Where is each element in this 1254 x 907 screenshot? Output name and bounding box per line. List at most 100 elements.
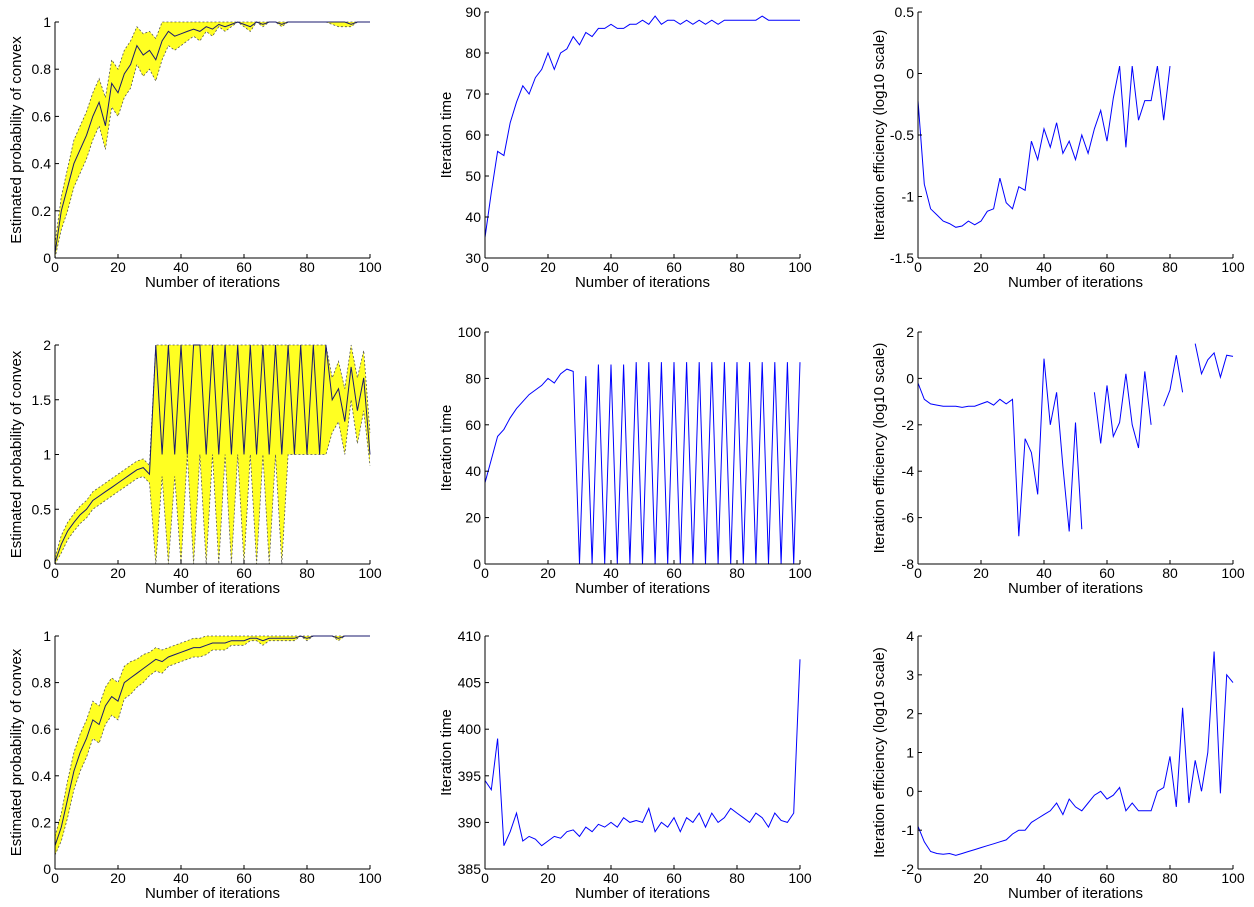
y-axis-label: Iteration efficiency (log10 scale) xyxy=(871,343,888,554)
y-tick-label: -4 xyxy=(902,463,915,479)
chart-panel-r3c1: 0 20 40 60 80 100 0 0.2 0.4 0.6 0.8 1 Number of iter… xyxy=(8,628,382,902)
y-tick-label: 0 xyxy=(906,370,914,386)
x-tick-label: 60 xyxy=(1099,259,1115,275)
series-line-segment xyxy=(484,659,801,847)
series-line-segment xyxy=(1194,343,1234,380)
y-tick-label: 410 xyxy=(458,628,482,644)
x-tick-label: 60 xyxy=(236,565,252,581)
y-tick-label: 0 xyxy=(473,556,481,572)
y-tick-label: -2 xyxy=(902,417,915,433)
x-axis-label: Number of iterations xyxy=(575,885,710,902)
chart-panel-r3c2: 0 20 40 60 80 100 385 390 395 400 405 410 Number of … xyxy=(438,628,812,902)
x-tick-label: 40 xyxy=(603,565,619,581)
band-upper-bound xyxy=(54,344,371,558)
x-tick-label: 40 xyxy=(1036,259,1052,275)
y-tick-label: 50 xyxy=(465,168,481,184)
x-tick-label: 80 xyxy=(729,259,745,275)
series-line-segment xyxy=(917,66,1171,228)
y-tick-label: 30 xyxy=(465,250,481,266)
x-tick-label: 40 xyxy=(173,565,189,581)
x-tick-label: 40 xyxy=(1036,565,1052,581)
y-tick-label: 405 xyxy=(458,675,482,691)
y-tick-label: 0.2 xyxy=(32,814,52,830)
x-tick-label: 40 xyxy=(603,870,619,886)
series-line-segment xyxy=(54,635,370,846)
y-tick-label: 100 xyxy=(458,324,482,340)
x-axis-label: Number of iterations xyxy=(1008,580,1143,597)
x-tick-label: 60 xyxy=(236,870,252,886)
y-tick-label: 40 xyxy=(465,463,481,479)
y-axis-label: Estimated probability of convex xyxy=(8,648,25,856)
y-tick-label: 0.5 xyxy=(895,4,915,20)
y-tick-label: 0.2 xyxy=(32,203,52,219)
y-axis-label: Estimated probability of convex xyxy=(8,36,25,244)
x-tick-label: 80 xyxy=(1162,565,1178,581)
y-tick-label: -1 xyxy=(902,189,915,205)
x-tick-label: 20 xyxy=(973,259,989,275)
x-tick-label: 0 xyxy=(481,565,489,581)
y-tick-label: 0.4 xyxy=(32,156,52,172)
x-tick-label: 80 xyxy=(299,565,315,581)
x-tick-label: 40 xyxy=(1036,870,1052,886)
y-axis-label: Iteration time xyxy=(438,405,455,492)
x-tick-label: 80 xyxy=(299,870,315,886)
y-tick-label: 2 xyxy=(43,337,51,353)
y-tick-label: 0.5 xyxy=(32,501,52,517)
band-lower-bound xyxy=(54,399,371,565)
series-line-segment xyxy=(54,344,371,562)
y-tick-label: 80 xyxy=(465,370,481,386)
chart-panel-r2c1: 0 20 40 60 80 100 0 0.5 1 1.5 2 Number of iteration… xyxy=(8,337,382,597)
x-tick-label: 20 xyxy=(973,565,989,581)
x-axis-label: Number of iterations xyxy=(145,885,280,902)
x-tick-label: 100 xyxy=(788,259,812,275)
x-tick-label: 80 xyxy=(299,259,315,275)
x-tick-label: 100 xyxy=(1221,259,1245,275)
x-tick-label: 100 xyxy=(788,565,812,581)
x-tick-label: 100 xyxy=(358,565,382,581)
x-tick-label: 60 xyxy=(236,259,252,275)
x-tick-label: 60 xyxy=(666,565,682,581)
y-tick-label: 0.8 xyxy=(32,61,52,77)
y-tick-label: 0.6 xyxy=(32,721,52,737)
chart-panel-r2c2: 0 20 40 60 80 100 0 20 40 60 80 100 Number of iterat… xyxy=(438,324,812,597)
y-tick-label: 60 xyxy=(465,127,481,143)
x-axis-label: Number of iterations xyxy=(575,580,710,597)
x-tick-label: 20 xyxy=(110,259,126,275)
chart-panel-r3c3: 0 20 40 60 80 100 -2 -1 0 1 2 3 4 Number of iteration… xyxy=(871,628,1245,902)
chart-panel-r1c1: 0 20 40 60 80 100 0 0.2 0.4 0.6 0.8 1 Number of iter… xyxy=(8,14,382,291)
y-tick-label: 1 xyxy=(906,745,914,761)
y-tick-label: 40 xyxy=(465,209,481,225)
x-tick-label: 40 xyxy=(603,259,619,275)
y-tick-label: 1 xyxy=(43,14,51,30)
series-line-segment xyxy=(1093,371,1152,449)
x-tick-label: 20 xyxy=(540,565,556,581)
x-tick-label: 0 xyxy=(914,565,922,581)
x-tick-label: 80 xyxy=(1162,259,1178,275)
y-tick-label: 3 xyxy=(906,667,914,683)
series-line-segment xyxy=(54,21,370,254)
x-tick-label: 100 xyxy=(1221,565,1245,581)
x-tick-label: 20 xyxy=(110,565,126,581)
y-tick-label: 2 xyxy=(906,324,914,340)
y-tick-label: 70 xyxy=(465,86,481,102)
y-tick-label: 400 xyxy=(458,721,482,737)
y-tick-label: 0 xyxy=(43,861,51,877)
series-line-segment xyxy=(1163,355,1184,407)
x-tick-label: 80 xyxy=(729,565,745,581)
y-tick-label: 0 xyxy=(906,783,914,799)
y-tick-label: 0.6 xyxy=(32,108,52,124)
band-upper-bound xyxy=(54,21,370,244)
y-axis-label: Iteration efficiency (log10 scale) xyxy=(871,30,888,241)
x-tick-label: 60 xyxy=(1099,870,1115,886)
x-tick-label: 100 xyxy=(358,870,382,886)
y-axis-label: Estimated probability of convex xyxy=(8,350,25,558)
x-tick-label: 0 xyxy=(914,259,922,275)
y-tick-label: 90 xyxy=(465,4,481,20)
band-upper-bound xyxy=(54,635,370,837)
x-tick-label: 60 xyxy=(666,870,682,886)
x-tick-label: 0 xyxy=(914,870,922,886)
y-tick-label: -8 xyxy=(902,556,915,572)
x-tick-label: 20 xyxy=(110,870,126,886)
y-tick-label: 395 xyxy=(458,768,482,784)
